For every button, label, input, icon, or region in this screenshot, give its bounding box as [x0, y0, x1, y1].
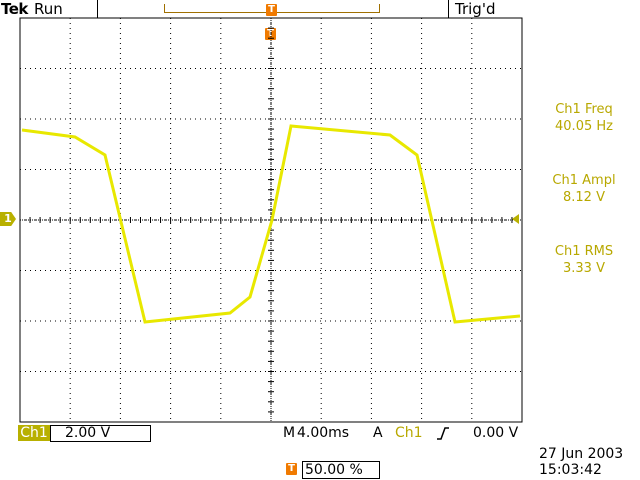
measurement-label: Ch1 Ampl	[552, 173, 616, 188]
time-text: 15:03:42	[539, 462, 602, 478]
trigger-position-percent[interactable]: 50.00 %	[302, 461, 380, 479]
timebase-value[interactable]: 4.00ms	[297, 425, 350, 441]
channel-label[interactable]: Ch1	[18, 425, 50, 441]
rising-edge-icon	[437, 427, 449, 440]
timestamp: 27 Jun 2003 15:03:42	[539, 446, 639, 478]
channel1-ground-marker[interactable]: 1	[0, 212, 16, 226]
measurement-value: 40.05 Hz	[555, 119, 613, 134]
measurement-rms: Ch1 RMS 3.33 V	[528, 243, 640, 277]
trigger-position-marker-icon: T	[286, 463, 297, 475]
trigger-position-icon[interactable]: T	[266, 4, 277, 16]
acquisition-status: Run	[34, 0, 63, 18]
volts-per-div[interactable]: 2.00 V	[50, 425, 151, 442]
waveform-trace	[21, 124, 521, 324]
measurement-label: Ch1 Freq	[555, 102, 613, 117]
status-divider	[97, 0, 98, 18]
trigger-level-marker	[512, 214, 519, 224]
measurement-label: Ch1 RMS	[554, 244, 614, 259]
measurement-value: 8.12 V	[563, 190, 605, 205]
measurement-freq: Ch1 Freq 40.05 Hz	[528, 101, 640, 135]
trigger-source[interactable]: Ch1	[395, 425, 423, 441]
measurement-ampl: Ch1 Ampl 8.12 V	[528, 172, 640, 206]
trigger-level[interactable]: 0.00 V	[473, 425, 519, 441]
brand-logo: Tek	[1, 0, 28, 18]
trigger-status: Trig'd	[455, 0, 496, 18]
date-text: 27 Jun 2003	[539, 446, 624, 462]
timebase-prefix: M	[283, 425, 296, 441]
trigger-mode: A	[373, 425, 383, 441]
status-divider-right	[448, 0, 449, 18]
measurement-value: 3.33 V	[563, 261, 605, 276]
